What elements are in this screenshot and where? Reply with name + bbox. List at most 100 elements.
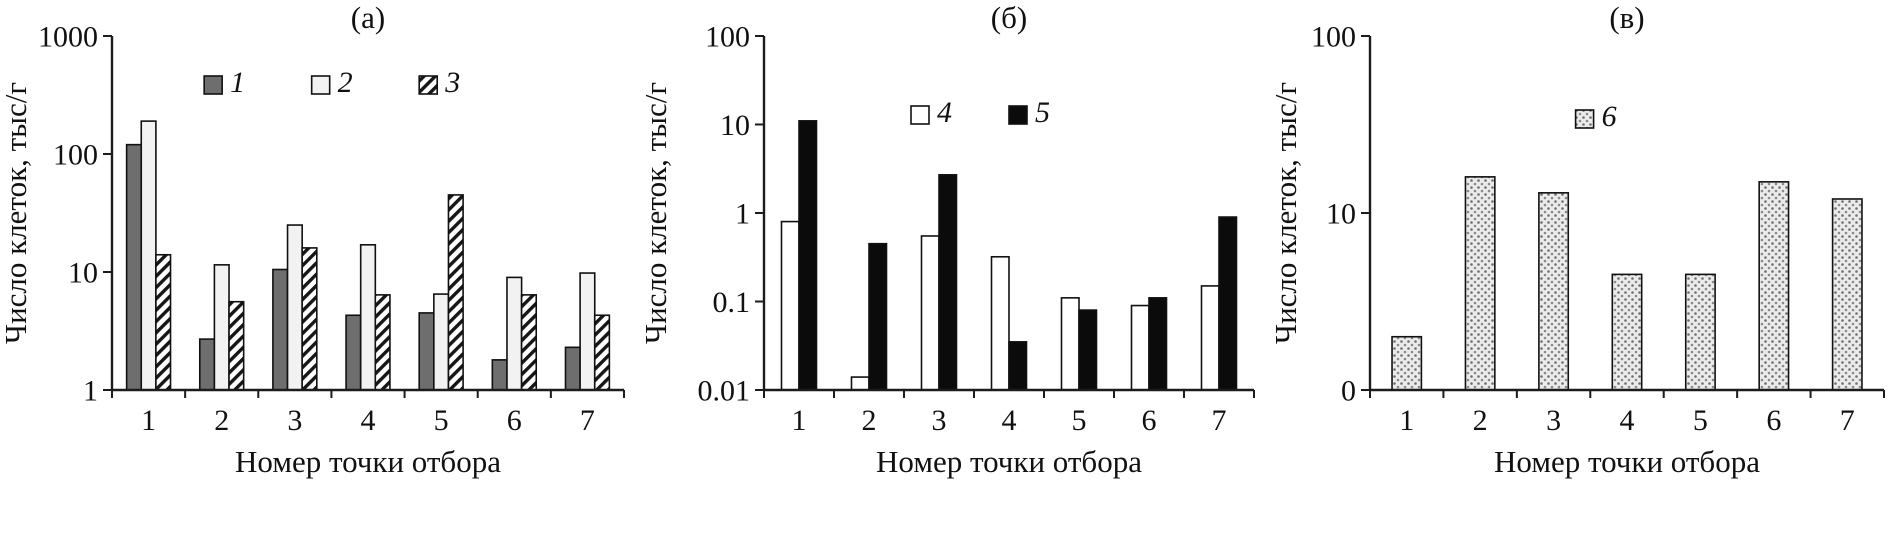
bar-series-2 bbox=[140, 120, 157, 391]
bar-series-2 bbox=[213, 264, 230, 391]
bar-series-3 bbox=[228, 300, 245, 391]
bar-series-6 bbox=[1611, 273, 1643, 391]
x-tick-label: 1 bbox=[792, 404, 807, 437]
bar-series-5 bbox=[938, 174, 958, 391]
panel-title: (в) bbox=[1609, 0, 1644, 35]
bar-series-5 bbox=[798, 120, 818, 391]
x-tick-label: 5 bbox=[1072, 404, 1087, 437]
bar-series-1 bbox=[125, 143, 143, 391]
x-tick-label: 2 bbox=[862, 404, 877, 437]
panel-title: (а) bbox=[351, 0, 385, 35]
bar-series-2 bbox=[506, 276, 523, 391]
x-axis-title: Номер точки отбора bbox=[235, 444, 501, 479]
panel-title: (б) bbox=[991, 0, 1027, 35]
y-tick-label: 10 bbox=[1326, 198, 1356, 231]
y-tick-label: 100 bbox=[1311, 21, 1356, 54]
bar-series-4 bbox=[780, 220, 800, 391]
x-tick-label: 3 bbox=[287, 404, 302, 437]
bar-chart-panel-a: 1 10 100 1000 1 2 3 4 5 6 7 (а) Число клеток, тыс/г Н… bbox=[0, 0, 625, 479]
x-tick-label: 4 bbox=[1002, 404, 1017, 437]
legend-swatch-1 bbox=[203, 75, 223, 95]
bar-series-1 bbox=[491, 359, 508, 391]
x-tick-label: 7 bbox=[580, 404, 595, 437]
bar-chart-panel-v: 0 10 100 1 2 3 4 5 6 7 (в) Число клеток, тыс/г Номер… bbox=[1270, 0, 1885, 479]
x-tick-label: 2 bbox=[1473, 404, 1488, 437]
y-tick-label: 100 bbox=[53, 139, 98, 172]
x-tick-label: 4 bbox=[1620, 404, 1635, 437]
bar-series-4 bbox=[920, 235, 940, 391]
y-axis-title: Число клеток, тыс/г bbox=[1270, 82, 1303, 344]
bar-series-4 bbox=[1060, 297, 1080, 391]
bar-series-2 bbox=[579, 272, 596, 391]
y-tick-label: 0 bbox=[1341, 375, 1356, 408]
bar-series-5 bbox=[868, 242, 888, 391]
bar-series-5 bbox=[1078, 309, 1098, 391]
x-tick-label: 4 bbox=[361, 404, 376, 437]
legend-swatch-4 bbox=[910, 105, 930, 125]
bar-series-3 bbox=[374, 294, 391, 391]
panel-b: 0.01 0.1 1 10 100 1 2 3 4 5 6 7 (б) Число клеток, тыс… bbox=[640, 0, 1270, 550]
x-tick-label: 3 bbox=[932, 404, 947, 437]
y-axis-title: Число клеток, тыс/г bbox=[640, 82, 673, 344]
legend-label-5: 5 bbox=[1035, 96, 1050, 129]
x-tick-label: 3 bbox=[1546, 404, 1561, 437]
bar-series-2 bbox=[286, 224, 303, 391]
bar-series-6 bbox=[1684, 273, 1716, 391]
bar-series-2 bbox=[433, 293, 450, 391]
x-tick-label: 2 bbox=[214, 404, 229, 437]
legend-swatch-2 bbox=[310, 75, 331, 95]
bar-series-6 bbox=[1758, 181, 1790, 391]
legend-label-3: 3 bbox=[444, 66, 460, 99]
y-tick-label: 1 bbox=[735, 198, 750, 231]
bar-series-4 bbox=[1200, 285, 1220, 391]
bar-series-1 bbox=[345, 314, 362, 391]
x-tick-label: 5 bbox=[1693, 404, 1708, 437]
bar-series-6 bbox=[1391, 335, 1423, 391]
bar-series-3 bbox=[155, 253, 172, 391]
panel-a: 1 10 100 1000 1 2 3 4 5 6 7 (а) Число клеток, тыс/г Н… bbox=[0, 0, 640, 550]
y-tick-label: 10 bbox=[720, 109, 750, 142]
y-axis-title: Число клеток, тыс/г bbox=[0, 82, 33, 344]
y-tick-label: 10 bbox=[68, 257, 98, 290]
legend-label-1: 1 bbox=[230, 66, 245, 99]
y-tick-label: 1 bbox=[83, 375, 98, 408]
bar-series-6 bbox=[1538, 192, 1570, 391]
bar-series-1 bbox=[198, 338, 216, 391]
legend-label-6: 6 bbox=[1602, 100, 1617, 133]
legend-swatch-6 bbox=[1574, 109, 1595, 129]
bar-series-3 bbox=[301, 247, 318, 391]
bar-series-5 bbox=[1218, 216, 1238, 391]
legend-swatch-3 bbox=[418, 75, 439, 95]
bar-series-3 bbox=[447, 194, 464, 391]
x-tick-label: 6 bbox=[1142, 404, 1157, 437]
legend-label-4: 4 bbox=[937, 96, 952, 129]
bar-series-3 bbox=[593, 314, 611, 391]
bar-series-3 bbox=[520, 294, 538, 391]
bar-series-1 bbox=[418, 312, 435, 391]
bar-series-5 bbox=[1008, 341, 1028, 391]
x-tick-label: 1 bbox=[1399, 404, 1414, 437]
bar-chart-panel-b: 0.01 0.1 1 10 100 1 2 3 4 5 6 7 (б) Число клеток, тыс… bbox=[640, 0, 1255, 479]
x-tick-label: 6 bbox=[507, 404, 522, 437]
bar-series-6 bbox=[1464, 176, 1496, 391]
bar-series-4 bbox=[850, 376, 870, 391]
x-tick-label: 7 bbox=[1840, 404, 1855, 437]
bar-series-1 bbox=[272, 268, 289, 391]
bar-series-4 bbox=[1130, 304, 1150, 391]
y-tick-label: 0.01 bbox=[698, 375, 751, 408]
x-tick-label: 1 bbox=[141, 404, 156, 437]
bar-series-1 bbox=[564, 346, 581, 391]
legend-swatch-5 bbox=[1008, 105, 1028, 125]
bar-series-2 bbox=[359, 244, 377, 391]
bar-series-5 bbox=[1148, 297, 1168, 391]
y-tick-label: 1000 bbox=[38, 21, 98, 54]
x-tick-label: 6 bbox=[1766, 404, 1781, 437]
x-axis-title: Номер точки отбора bbox=[876, 444, 1142, 479]
x-axis-title: Номер точки отбора bbox=[1494, 444, 1760, 479]
legend-label-2: 2 bbox=[338, 66, 353, 99]
y-tick-label: 100 bbox=[705, 21, 750, 54]
x-tick-label: 5 bbox=[434, 404, 449, 437]
bar-series-4 bbox=[990, 255, 1010, 391]
y-tick-label: 0.1 bbox=[713, 286, 751, 319]
